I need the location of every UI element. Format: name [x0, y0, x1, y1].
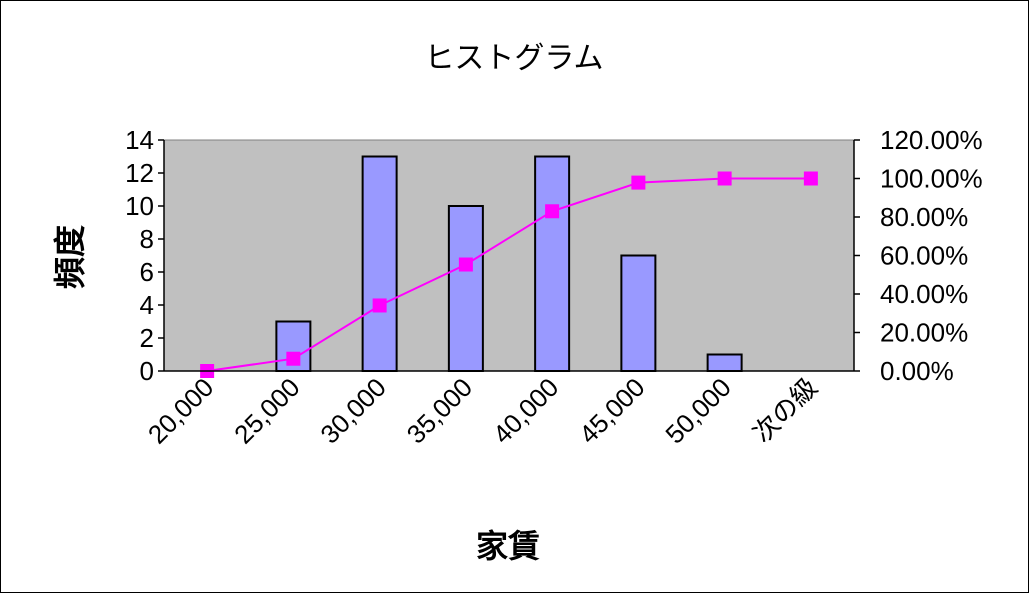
cumulative-line — [206, 177, 811, 372]
x-tick-label: 45,000 — [573, 372, 650, 449]
y-tick-label: 8 — [140, 224, 154, 254]
y2-tick-label: 20.00% — [880, 318, 968, 348]
y-tick-label: 12 — [125, 158, 154, 188]
histogram-bar — [706, 353, 743, 372]
x-tick-label: 次の級 — [747, 372, 823, 448]
y2-tick-label: 0.00% — [880, 356, 954, 386]
y2-tick-label: 40.00% — [880, 279, 968, 309]
cumulative-point — [286, 351, 301, 366]
cumulative-line-layer — [200, 171, 818, 378]
y-tick-label: 10 — [125, 191, 154, 221]
y-tick-label: 4 — [140, 290, 154, 320]
y-tick-label: 6 — [140, 257, 154, 287]
histogram-bar — [620, 254, 657, 372]
plot-area — [163, 139, 855, 372]
y-tick-label: 14 — [125, 125, 154, 155]
x-tick-label: 25,000 — [228, 372, 305, 449]
cumulative-point — [458, 257, 473, 272]
x-tick-label: 35,000 — [401, 372, 478, 449]
cumulative-point — [803, 171, 818, 186]
cumulative-point — [372, 298, 387, 313]
y-tick-label: 0 — [140, 356, 154, 386]
cumulative-point — [717, 171, 732, 186]
y-tick-label: 2 — [140, 323, 154, 353]
x-ticks: 20,000 25,000 30,000 35,000 40,000 45,000 50,0… — [142, 372, 823, 449]
cumulative-point — [631, 175, 646, 190]
histogram-bar — [534, 155, 571, 372]
histogram-bar — [361, 155, 398, 372]
y2-tick-label: 60.00% — [880, 241, 968, 271]
bars-layer — [275, 155, 743, 372]
y2-tick-label: 120.00% — [880, 125, 983, 155]
x-tick-label: 40,000 — [487, 372, 564, 449]
y2-tick-label: 100.00% — [880, 164, 983, 194]
x-tick-label: 50,000 — [659, 372, 736, 449]
x-tick-label: 30,000 — [314, 372, 391, 449]
y-ticks-right: 0.00% 20.00% 40.00% 60.00% 80.00% 100.00% 120.… — [854, 125, 983, 386]
cumulative-point — [545, 204, 560, 219]
y-axis-title: 頻度 — [51, 225, 89, 289]
x-axis-title: 家賃 — [476, 527, 540, 565]
histogram-bar — [447, 205, 484, 372]
y2-tick-label: 80.00% — [880, 202, 968, 232]
chart-title: ヒストグラム — [424, 41, 603, 76]
